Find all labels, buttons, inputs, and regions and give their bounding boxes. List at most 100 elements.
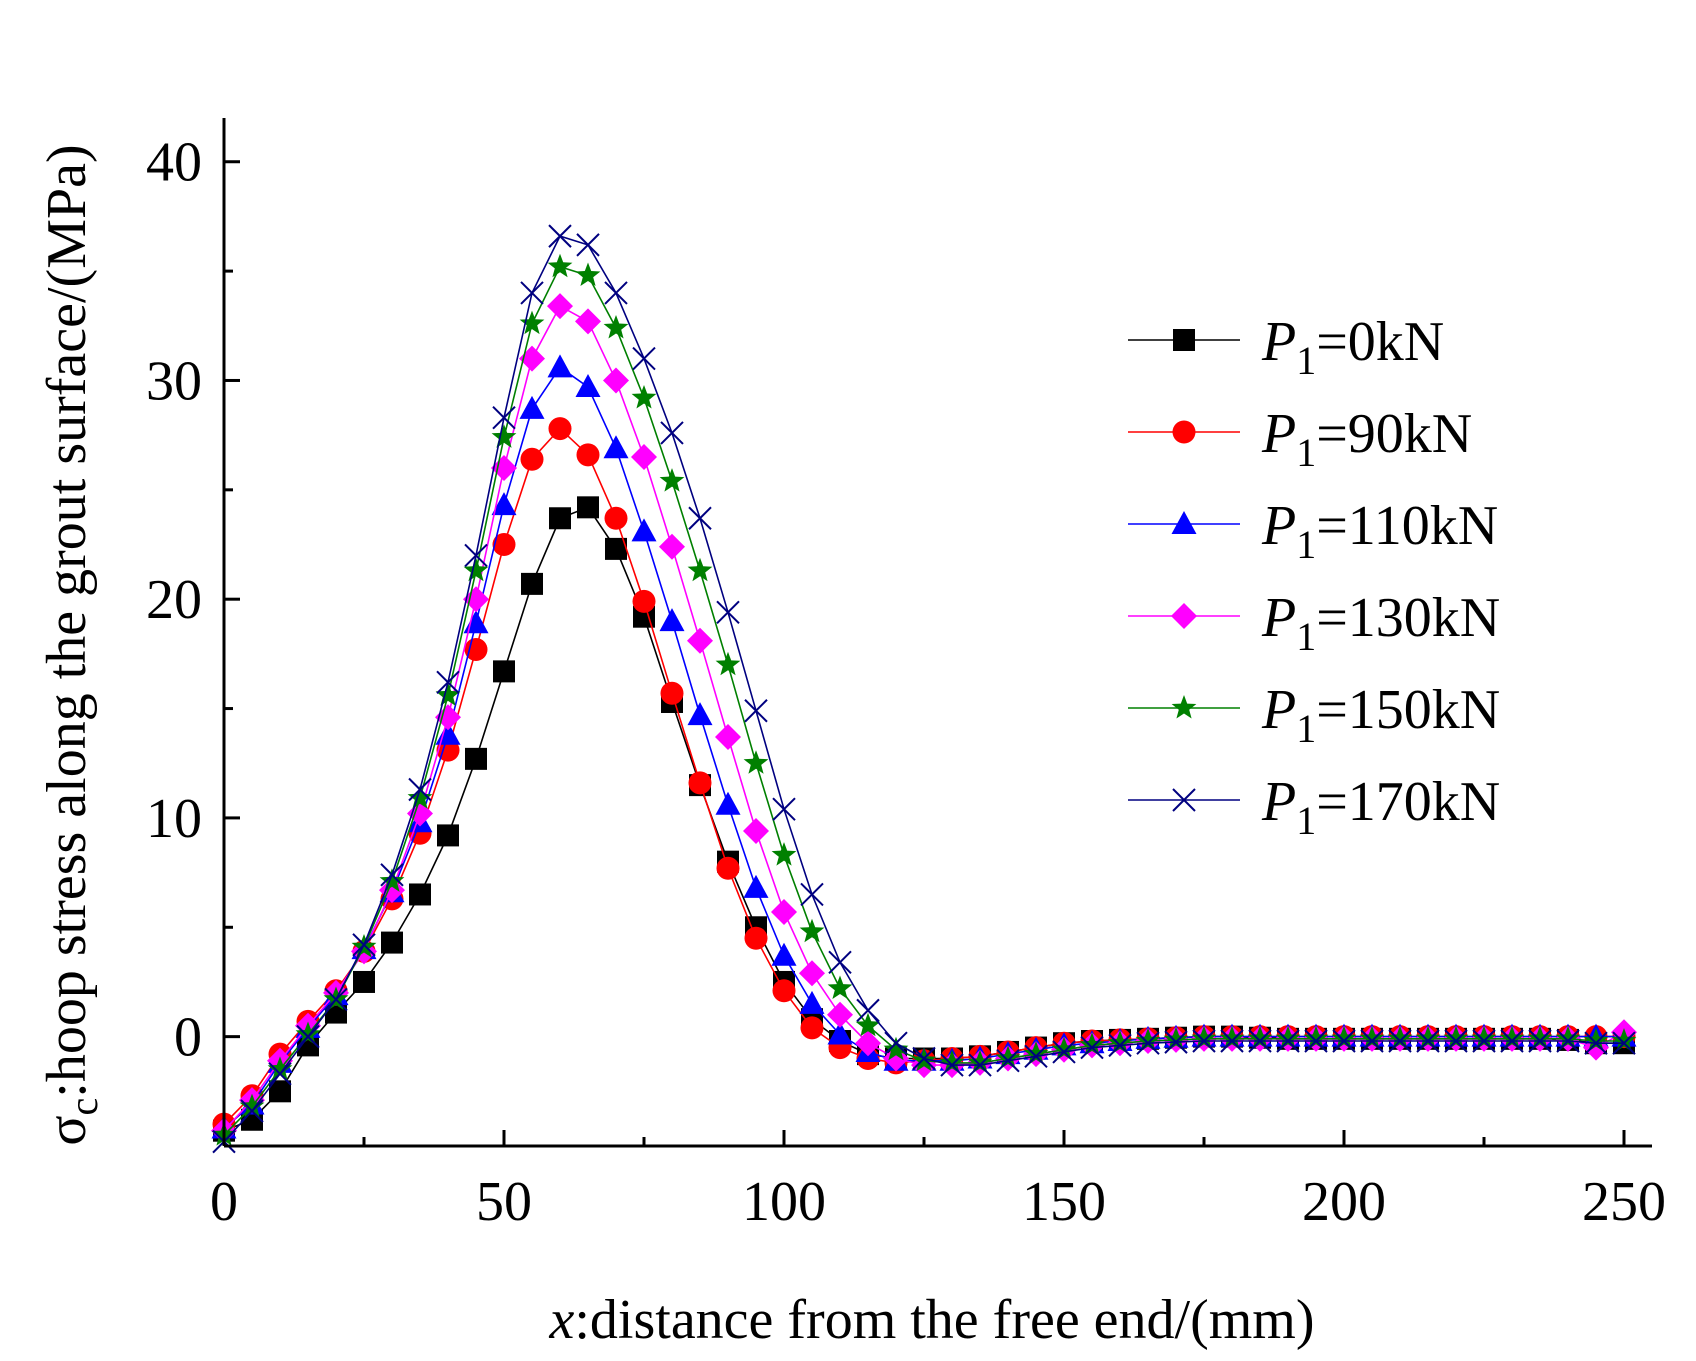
data-point	[547, 253, 573, 278]
data-point	[743, 750, 769, 774]
legend: P1=0kNP1=90kNP1=110kNP1=130kNP1=150kNP1=…	[1128, 311, 1500, 843]
data-point	[716, 600, 740, 625]
data-point	[743, 874, 769, 898]
legend-label-sub: 1	[1296, 338, 1316, 383]
x-tick-label: 100	[742, 1171, 826, 1233]
data-point	[491, 454, 517, 481]
legend-label: P1=150kN	[1261, 679, 1500, 751]
y-tick-label: 30	[146, 350, 202, 412]
data-point	[799, 960, 825, 987]
data-point	[743, 818, 769, 845]
data-point	[688, 771, 712, 795]
data-point	[996, 1048, 1020, 1073]
x-axis-label: x:distance from the free end/(mm)	[549, 1289, 1315, 1351]
data-point	[267, 1056, 293, 1080]
data-point	[1555, 1025, 1581, 1050]
data-point	[1079, 1032, 1105, 1056]
data-point	[1472, 1029, 1496, 1053]
data-point	[660, 681, 684, 705]
data-point	[435, 704, 461, 731]
axes: 0 50 100 150 200 250 0 10 20 30 40	[146, 118, 1666, 1233]
data-point	[1387, 1025, 1413, 1050]
data-point	[828, 950, 852, 974]
data-point	[1024, 1044, 1048, 1069]
data-point	[687, 702, 713, 726]
data-point	[1163, 1026, 1189, 1051]
data-point	[463, 586, 489, 613]
data-point	[1191, 1025, 1217, 1050]
legend-item: P1=150kN	[1128, 679, 1500, 751]
legend-marker	[1171, 511, 1197, 534]
data-point	[800, 1016, 824, 1040]
legend-label-sub: 1	[1296, 522, 1316, 567]
data-point	[353, 970, 375, 993]
data-point	[381, 931, 403, 954]
y-tick-label: 40	[146, 132, 202, 194]
data-point	[435, 682, 461, 706]
data-point	[771, 898, 797, 925]
legend-label-var: P	[1261, 587, 1296, 649]
legend-label-var: P	[1261, 771, 1296, 833]
data-point	[1135, 1028, 1161, 1052]
data-point	[799, 918, 825, 943]
x-tick-label: 0	[210, 1171, 238, 1233]
y-tick-label: 20	[146, 569, 202, 631]
data-point	[575, 374, 601, 398]
y-axis-label-var: σ	[36, 1115, 98, 1145]
data-point	[407, 785, 433, 809]
legend-label: P1=170kN	[1261, 771, 1500, 843]
data-point	[1052, 1040, 1076, 1064]
data-point	[1164, 1030, 1188, 1054]
data-point	[547, 293, 573, 320]
data-point	[603, 435, 629, 459]
data-point	[940, 1053, 964, 1077]
legend-item: P1=90kN	[1128, 403, 1472, 475]
data-point	[548, 417, 572, 441]
plot-area	[211, 224, 1637, 1154]
data-point	[575, 308, 601, 335]
data-point	[771, 842, 797, 866]
data-point	[883, 1036, 909, 1061]
data-point	[464, 543, 488, 568]
data-point	[716, 856, 740, 880]
legend-label: P1=110kN	[1261, 495, 1498, 567]
data-point	[465, 747, 487, 770]
data-point	[1584, 1031, 1608, 1055]
legend-label: P1=130kN	[1261, 587, 1500, 659]
data-point	[1219, 1025, 1245, 1050]
data-point	[772, 979, 796, 1003]
x-axis-label-text: :distance from the free end/(mm)	[574, 1289, 1314, 1351]
data-point	[577, 496, 599, 519]
data-point	[436, 670, 460, 695]
data-point	[631, 518, 657, 542]
data-point	[800, 882, 824, 907]
data-point	[856, 998, 880, 1023]
data-point	[912, 1046, 936, 1071]
data-point	[491, 424, 517, 448]
data-point	[493, 660, 515, 683]
data-point	[409, 883, 431, 906]
legend-label-sub: 1	[1296, 614, 1316, 659]
data-point	[576, 233, 600, 257]
data-point	[1416, 1029, 1440, 1053]
legend-label-var: P	[1261, 495, 1296, 557]
data-point	[268, 1062, 292, 1086]
x-tick-label: 200	[1302, 1171, 1386, 1233]
legend-label-sub: 1	[1296, 798, 1316, 843]
data-point	[631, 444, 657, 471]
legend-item: P1=170kN	[1128, 771, 1500, 843]
data-point	[827, 1001, 853, 1028]
data-point	[1612, 1031, 1636, 1055]
data-point	[380, 863, 404, 887]
data-point	[1528, 1029, 1552, 1053]
data-point	[575, 262, 601, 286]
data-point	[605, 537, 627, 560]
data-point	[1136, 1031, 1160, 1055]
data-point	[1304, 1029, 1328, 1053]
data-point	[1080, 1035, 1104, 1060]
legend-label-text: =110kN	[1316, 495, 1498, 557]
legend-label-sub: 1	[1296, 706, 1316, 751]
data-point	[855, 1012, 881, 1037]
legend-marker	[1171, 695, 1197, 719]
